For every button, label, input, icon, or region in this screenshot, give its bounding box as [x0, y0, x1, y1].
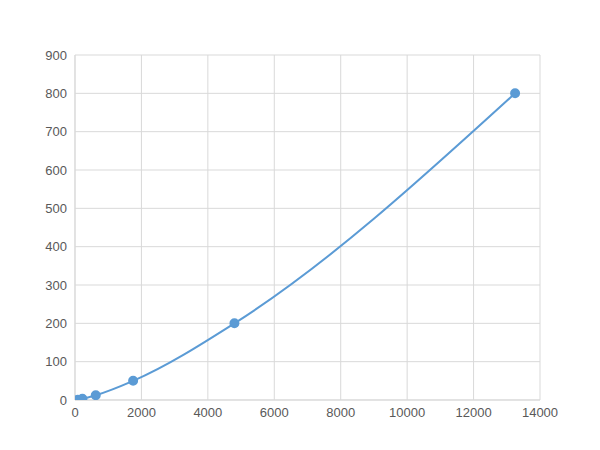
svg-text:500: 500: [45, 201, 67, 216]
svg-text:4000: 4000: [193, 405, 222, 420]
svg-text:6000: 6000: [260, 405, 289, 420]
svg-text:400: 400: [45, 239, 67, 254]
svg-text:0: 0: [71, 405, 78, 420]
svg-text:2000: 2000: [127, 405, 156, 420]
svg-text:200: 200: [45, 316, 67, 331]
svg-text:8000: 8000: [326, 405, 355, 420]
svg-text:12000: 12000: [455, 405, 491, 420]
svg-text:0: 0: [60, 393, 67, 408]
svg-text:300: 300: [45, 278, 67, 293]
svg-text:14000: 14000: [522, 405, 558, 420]
svg-text:700: 700: [45, 124, 67, 139]
svg-text:10000: 10000: [389, 405, 425, 420]
svg-text:900: 900: [45, 48, 67, 63]
svg-text:800: 800: [45, 86, 67, 101]
svg-text:100: 100: [45, 354, 67, 369]
svg-text:600: 600: [45, 163, 67, 178]
